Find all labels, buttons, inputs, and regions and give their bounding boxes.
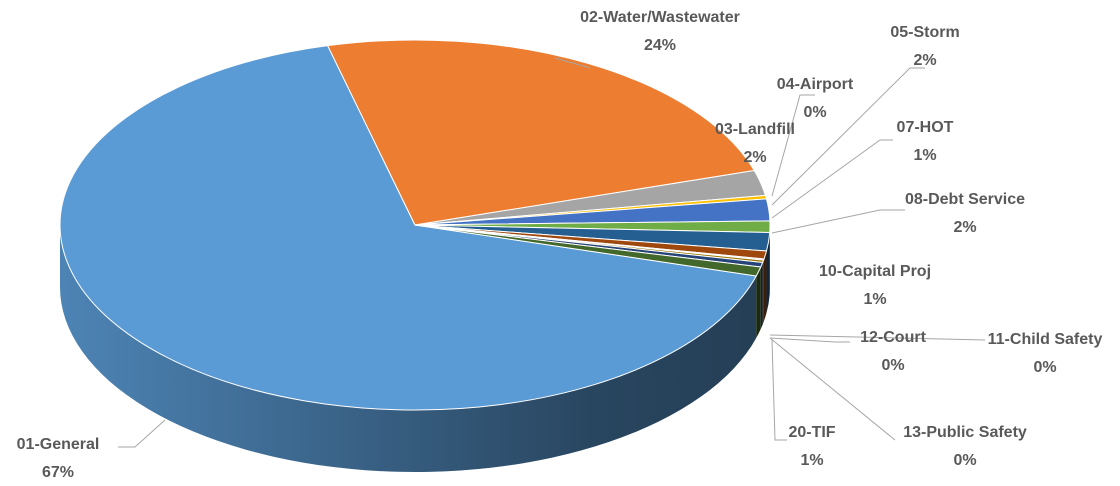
leader-line [769,334,986,341]
data-label-value: 2% [743,149,766,166]
data-label-name: 01-General [17,436,100,453]
leader-line [769,337,850,343]
slice-side [766,232,770,314]
leader-line [554,57,591,69]
data-label-name: 03-Landfill [715,121,795,138]
data-label-value: 1% [913,147,936,164]
data-label-name: 12-Court [860,329,926,346]
data-label-value: 0% [1033,359,1056,376]
data-label-value: 0% [881,357,904,374]
leader-line [771,339,787,441]
leader-line [771,139,893,219]
data-label-name: 20-TIF [788,424,835,441]
data-label-value: 0% [953,452,976,469]
leader-line [771,67,925,206]
data-label-name: 04-Airport [777,76,854,93]
data-label-value: 67% [42,464,74,481]
data-label-value: 0% [803,104,826,121]
leader-line [118,419,166,448]
data-label-value: 1% [863,291,886,308]
data-label-name: 13-Public Safety [903,424,1027,441]
data-label-name: 11-Child Safety [988,331,1103,348]
slice-side [763,251,767,322]
leader-line [771,94,815,197]
slice-side [756,266,761,338]
data-label-name: 02-Water/Wastewater [580,9,740,26]
data-label-name: 07-HOT [897,119,954,136]
slice [326,39,756,226]
slice [59,45,758,411]
data-label-value: 1% [800,452,823,469]
data-label-value: 2% [953,219,976,236]
slice [414,224,762,277]
slice-side [762,260,764,325]
slice-side [60,225,757,472]
data-label-value: 24% [644,37,676,54]
data-label-name: 10-Capital Proj [819,263,931,280]
slice-side [760,262,763,329]
leader-line [771,209,905,234]
data-label-value: 2% [913,52,936,69]
data-label-name: 05-Storm [890,24,959,41]
leader-line [769,337,896,441]
data-label-name: 08-Debt Service [905,191,1025,208]
